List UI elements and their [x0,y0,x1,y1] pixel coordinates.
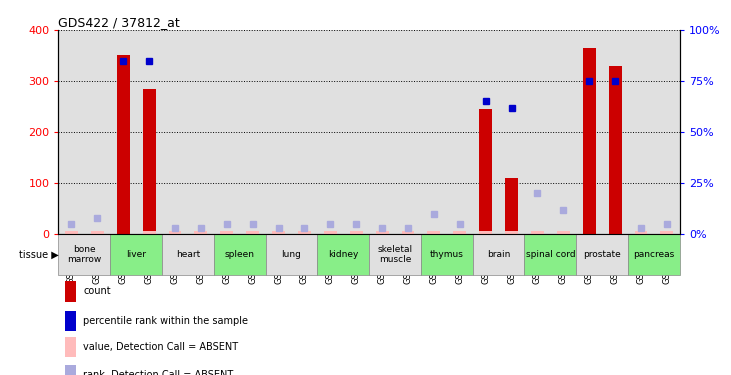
Bar [169,231,181,234]
Bar [265,234,317,275]
Bar [91,231,104,234]
Bar [349,231,363,234]
Text: percentile rank within the sample: percentile rank within the sample [83,316,249,326]
Text: rank, Detection Call = ABSENT: rank, Detection Call = ABSENT [83,370,234,375]
Text: heart: heart [175,250,200,259]
Text: lung: lung [281,250,301,259]
Bar [64,281,76,302]
Text: spinal cord: spinal cord [526,250,575,259]
Bar [143,88,156,234]
Text: skeletal
muscle: skeletal muscle [377,245,412,264]
Bar [324,231,337,234]
Text: GDS422 / 37812_at: GDS422 / 37812_at [58,16,181,29]
Bar [480,231,492,234]
Bar [64,337,76,357]
Bar [628,234,680,275]
Text: count: count [83,286,111,297]
Bar [576,234,628,275]
Bar [213,234,265,275]
Bar [162,234,213,275]
Bar [220,231,233,234]
Bar [117,56,129,234]
Bar [376,231,389,234]
Text: pancreas: pancreas [633,250,675,259]
Bar [110,234,162,275]
Bar [480,109,492,234]
Bar [505,231,518,234]
Bar [473,234,525,275]
Text: kidney: kidney [328,250,358,259]
Bar [65,231,78,234]
Text: spleen: spleen [224,250,254,259]
Text: thymus: thymus [430,250,463,259]
Bar [58,234,110,275]
Bar [660,231,673,234]
Bar [298,231,311,234]
Bar [505,178,518,234]
Text: liver: liver [126,250,146,259]
Text: value, Detection Call = ABSENT: value, Detection Call = ABSENT [83,342,238,352]
Text: tissue ▶: tissue ▶ [19,249,58,259]
Text: prostate: prostate [583,250,621,259]
Bar [143,231,156,234]
Bar [64,311,76,332]
Bar [401,231,414,234]
Bar [583,48,596,234]
Bar [428,231,440,234]
Bar [635,231,648,234]
Bar [525,234,576,275]
Bar [64,365,76,375]
Bar [421,234,473,275]
Bar [557,231,569,234]
Text: bone
marrow: bone marrow [67,245,102,264]
Bar [531,231,544,234]
Bar [194,231,208,234]
Bar [272,231,285,234]
Bar [453,231,466,234]
Text: brain: brain [487,250,510,259]
Bar [609,66,621,234]
Bar [317,234,369,275]
Bar [246,231,259,234]
Bar [369,234,421,275]
